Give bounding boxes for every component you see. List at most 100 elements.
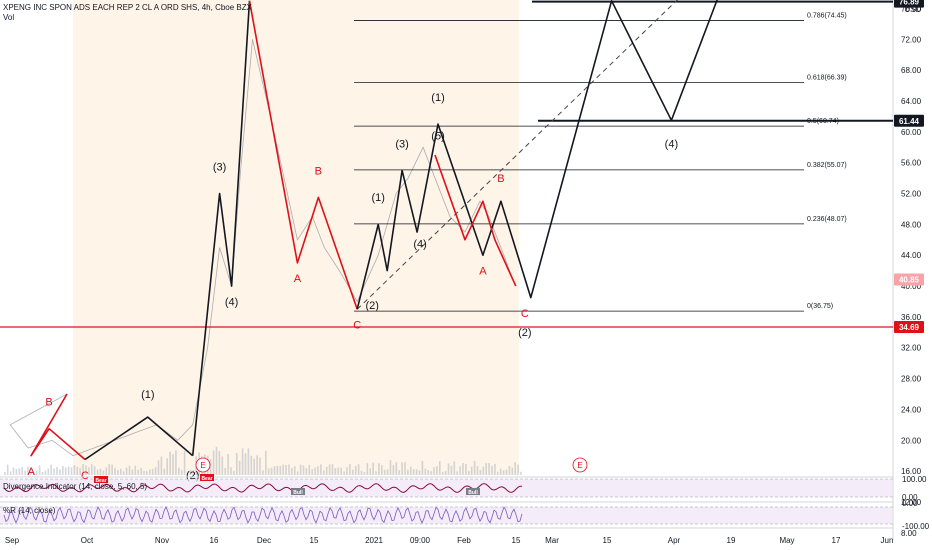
- volume-bar: [247, 448, 250, 475]
- volume-bar: [91, 464, 93, 475]
- volume-bar: [18, 468, 21, 475]
- wave-label: C: [81, 470, 89, 482]
- volume-bar: [125, 467, 128, 475]
- y-tick-label: 76.00: [901, 4, 922, 13]
- volume-bar: [482, 466, 485, 475]
- volume-bar: [21, 466, 23, 475]
- volume-bar: [447, 463, 450, 475]
- divergence-indicator-label[interactable]: Divergence Indicator (14, close, 5, 60, …: [3, 482, 148, 491]
- volume-bar: [44, 470, 47, 475]
- volume-bar: [59, 469, 61, 475]
- volume-bar: [192, 469, 195, 475]
- divergence-band: [0, 479, 893, 497]
- wave-label: (4): [665, 138, 678, 150]
- wave-label: (3): [213, 161, 226, 173]
- volume-bar: [276, 465, 279, 475]
- volume-bar: [497, 471, 499, 475]
- volume-bar: [291, 467, 293, 475]
- divergence-tag-label: Bull: [468, 490, 478, 496]
- volume-bar: [256, 455, 258, 475]
- volume-bar: [369, 468, 371, 475]
- williams-r-line: [3, 506, 523, 524]
- volume-bar: [392, 465, 395, 475]
- fib-level-label: 0.786(74.45): [807, 12, 847, 19]
- y-tick-label: 28.00: [901, 375, 922, 384]
- divergence-tag: [466, 488, 480, 495]
- volume-bar: [128, 465, 131, 475]
- wave-label: (1): [141, 389, 154, 401]
- wave-label: B: [497, 173, 504, 185]
- wave-label: B: [45, 397, 52, 409]
- x-tick-label: 16: [210, 536, 219, 545]
- volume-bar: [476, 466, 479, 475]
- volume-bar: [494, 463, 496, 475]
- divergence-tag-label: Bear: [201, 476, 212, 482]
- fib-level-label: 0.618(66.39): [807, 75, 847, 82]
- x-tick-label: Feb: [457, 536, 471, 545]
- y-tick-label: 56.00: [901, 159, 922, 168]
- y-tick-label: 64.00: [901, 97, 922, 106]
- volume-bar: [79, 467, 81, 475]
- volume-bar: [267, 468, 270, 475]
- volume-bar: [383, 469, 386, 475]
- volume-bar: [120, 468, 122, 475]
- dashed-trendline: [356, 0, 678, 310]
- volume-bar: [517, 464, 519, 475]
- wave-label: (3): [395, 138, 408, 150]
- volume-bar: [53, 468, 55, 475]
- volume-bar: [114, 467, 116, 475]
- price-tag: [894, 321, 924, 333]
- divergence-axis-label: 100.00: [902, 475, 927, 484]
- volume-bar: [212, 450, 215, 475]
- wave-label: A: [479, 265, 487, 277]
- wave-label: C: [353, 319, 361, 331]
- x-tick-label: 19: [727, 536, 736, 545]
- volume-bar: [24, 470, 26, 475]
- volume-bar: [366, 463, 369, 475]
- volume-bar: [389, 460, 392, 475]
- volume-bar: [352, 469, 354, 475]
- williams-r-label[interactable]: %R (14, close): [3, 506, 56, 515]
- volume-bar: [56, 466, 58, 475]
- wave-label: (5): [431, 131, 444, 143]
- volume-bars: [4, 446, 522, 475]
- volume-bar: [122, 471, 125, 475]
- volume-bar: [459, 466, 461, 475]
- red-wave-path: [30, 393, 86, 461]
- volume-bar: [134, 465, 137, 475]
- wave-label: (1): [371, 192, 384, 204]
- volume-bar: [47, 468, 50, 475]
- volume-bar: [183, 450, 186, 475]
- volume-bar: [395, 462, 398, 475]
- volume-bar: [317, 466, 319, 475]
- volume-bar: [511, 467, 514, 475]
- volume-bar: [375, 471, 377, 475]
- wave-label: (2): [365, 300, 378, 312]
- volume-bar: [453, 461, 456, 475]
- y-tick-label: 40.00: [901, 282, 922, 291]
- volume-bar: [407, 469, 409, 475]
- symbol-title: XPENG INC SPON ADS EACH REP 2 CL A ORD S…: [3, 3, 252, 12]
- earnings-event-letter: E: [577, 461, 582, 470]
- volume-bar: [157, 460, 160, 475]
- volume-bar: [360, 470, 363, 475]
- price-tag-label: 34.69: [899, 323, 920, 332]
- volume-bar: [505, 469, 508, 475]
- volume-bar: [294, 466, 296, 475]
- y-tick-label: 12.00: [901, 498, 922, 507]
- volume-bar: [4, 472, 6, 475]
- vol-label: Vol: [3, 13, 15, 22]
- volume-bar: [320, 464, 322, 475]
- divergence-tag-label: Bull: [293, 490, 303, 496]
- price-tag: [894, 114, 924, 127]
- williams-r-axis-label: -100.00: [902, 522, 930, 531]
- volume-bar: [259, 457, 261, 475]
- volume-bar: [62, 465, 64, 475]
- x-tick-label: 09:00: [410, 536, 431, 545]
- currency-label: USD: [905, 5, 922, 14]
- volume-bar: [215, 446, 218, 475]
- volume-bar: [70, 467, 73, 475]
- wave-label: A: [27, 466, 35, 478]
- volume-bar: [99, 468, 102, 475]
